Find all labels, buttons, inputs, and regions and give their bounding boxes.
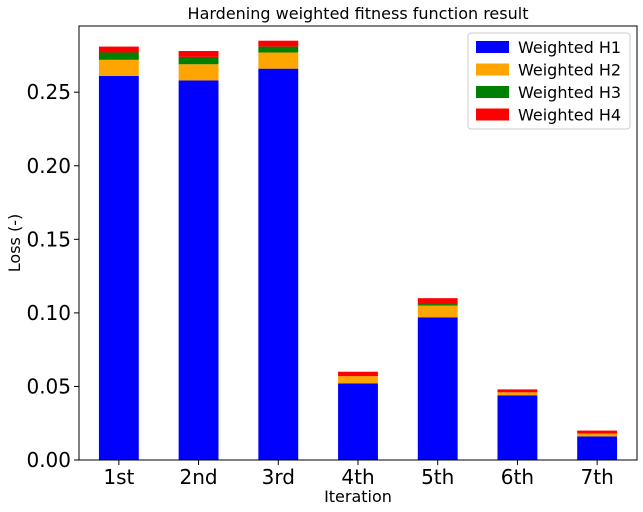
bar-segment-4th-h1 <box>338 383 378 460</box>
bar-segment-1st-h2 <box>98 59 139 77</box>
bar-segment-1st-h3 <box>98 52 139 60</box>
x-tick-label: 7th <box>581 465 614 489</box>
y-tick-label: 0.25 <box>26 80 71 104</box>
legend-box <box>467 32 631 130</box>
legend-label: Weighted H1 <box>518 38 621 57</box>
bar-segment-1st-h4 <box>98 46 139 53</box>
bar-segment-6th-h1 <box>497 395 538 460</box>
bar-segment-5th-h2 <box>417 305 458 318</box>
bar-segment-7th-h1 <box>577 436 618 460</box>
bars-group <box>98 40 618 461</box>
bar-segment-3rd-h1 <box>258 68 299 460</box>
bar-segment-5th-h1 <box>417 317 458 460</box>
y-axis-label: Loss (-) <box>5 214 24 272</box>
x-tick-label: 2nd <box>180 465 218 489</box>
y-tick-label: 0.10 <box>26 301 71 325</box>
legend-swatch <box>476 41 509 53</box>
bar-segment-5th-h3 <box>417 304 458 306</box>
legend-swatch <box>476 108 509 121</box>
bar-segment-7th-h4 <box>577 430 618 434</box>
legend-label: Weighted H3 <box>518 83 621 102</box>
legend-swatch <box>476 63 509 76</box>
x-tick-label: 1st <box>103 465 134 489</box>
legend-label: Weighted H4 <box>518 106 621 125</box>
bar-segment-6th-h4 <box>497 389 538 393</box>
y-axis: 0.00 0.05 0.10 0.15 0.20 0.25 <box>26 80 79 472</box>
bar-segment-3rd-h4 <box>258 40 299 47</box>
legend-swatch <box>476 86 509 98</box>
legend-label: Weighted H2 <box>518 61 621 80</box>
x-tick-label: 3rd <box>262 465 295 489</box>
bar-segment-3rd-h3 <box>258 46 299 53</box>
bar-segment-2nd-h4 <box>178 51 219 57</box>
bar-segment-2nd-h3 <box>178 56 219 65</box>
bar-segment-1st-h1 <box>98 76 139 461</box>
y-tick-label: 0.05 <box>26 374 71 398</box>
bar-segment-4th-h4 <box>338 371 378 377</box>
legend: Weighted H1 Weighted H2 Weighted H3 Weighte… <box>467 32 631 130</box>
y-tick-label: 0.15 <box>26 227 71 251</box>
bar-segment-3rd-h2 <box>258 52 299 69</box>
bar-segment-6th-h2 <box>497 392 538 396</box>
y-tick-label: 0.20 <box>26 154 71 178</box>
bar-segment-2nd-h2 <box>178 64 219 81</box>
chart-title: Hardening weighted fitness function resu… <box>188 4 529 23</box>
bar-segment-7th-h2 <box>577 433 618 437</box>
x-axis-label: Iteration <box>324 487 392 506</box>
y-tick-label: 0.00 <box>26 448 71 472</box>
bar-segment-4th-h2 <box>338 376 378 384</box>
x-tick-label: 5th <box>421 465 454 489</box>
x-tick-label: 4th <box>341 465 374 489</box>
x-axis: 1st 2nd 3rd 4th 5th 6th 7th <box>103 460 614 489</box>
bar-segment-5th-h4 <box>417 298 458 305</box>
x-tick-label: 6th <box>501 465 534 489</box>
bar-segment-2nd-h1 <box>178 80 219 461</box>
